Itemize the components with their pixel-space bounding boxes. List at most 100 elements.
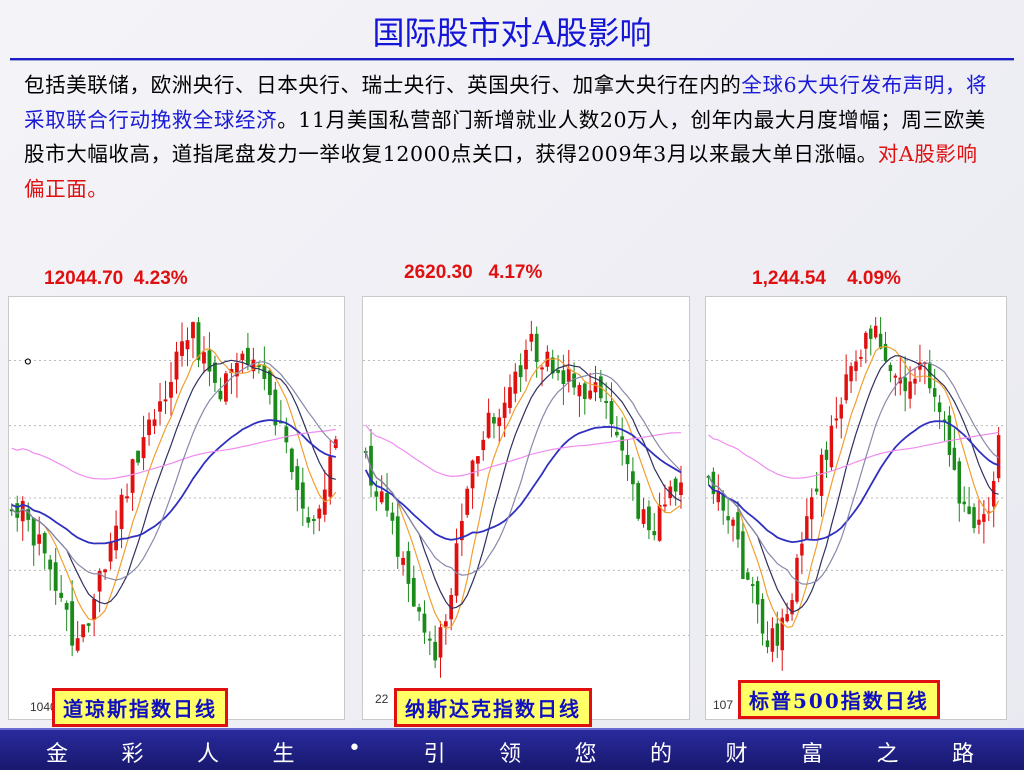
candle-body bbox=[401, 557, 405, 565]
footer-char: 生 bbox=[272, 742, 295, 767]
candle-body bbox=[893, 375, 898, 378]
candle-body bbox=[37, 534, 42, 544]
candle-body bbox=[92, 599, 97, 621]
candle-body bbox=[663, 504, 667, 507]
candle-body bbox=[513, 371, 518, 394]
footer-char: 财 bbox=[725, 742, 748, 767]
sp500-chart-label: 标普500指数日线 bbox=[738, 680, 940, 719]
candle-body bbox=[278, 421, 283, 424]
moving-average-line bbox=[365, 364, 682, 610]
paragraph-highlight-red: 对A股影响偏正面。 bbox=[24, 142, 978, 201]
moving-average-line bbox=[11, 347, 337, 621]
candle-body bbox=[9, 509, 14, 512]
candle-body bbox=[716, 490, 721, 503]
candle-body bbox=[795, 557, 799, 602]
moving-average-line bbox=[11, 361, 337, 581]
candle-body bbox=[306, 517, 311, 523]
candle-body bbox=[641, 509, 646, 524]
footer-char: 富 bbox=[801, 742, 824, 767]
candle-body bbox=[15, 503, 20, 518]
candle-body bbox=[385, 493, 389, 511]
candle-body bbox=[859, 356, 863, 359]
slide-title: 国际股市对A股影响 bbox=[372, 14, 652, 52]
body-paragraph: 包括美联储，欧洲央行、日本央行、瑞士央行、英国央行、加拿大央行在内的全球6大央行… bbox=[24, 68, 994, 206]
candle-body bbox=[814, 488, 819, 492]
candle-body bbox=[673, 478, 678, 492]
candle-body bbox=[952, 447, 957, 470]
candle-body bbox=[417, 607, 421, 612]
candle-body bbox=[333, 439, 338, 449]
candle-body bbox=[130, 459, 135, 493]
candle-body bbox=[108, 541, 113, 562]
candle-body bbox=[234, 362, 239, 377]
moving-average-line bbox=[364, 425, 682, 541]
footer-banner: 金 彩 人 生 • 引 领 您 的 财 富 之 路 bbox=[0, 728, 1024, 770]
candle-body bbox=[721, 493, 725, 511]
candle-body bbox=[556, 370, 560, 373]
candle-body bbox=[136, 450, 140, 463]
candle-body bbox=[625, 454, 630, 465]
candle-body bbox=[114, 525, 119, 551]
candle-body bbox=[869, 328, 873, 339]
candle-body bbox=[31, 517, 36, 546]
candle-body bbox=[844, 374, 848, 401]
candle-body bbox=[849, 366, 853, 382]
candle-body bbox=[300, 482, 305, 509]
candle-body bbox=[191, 322, 195, 339]
sp500-axis-tick: 107 bbox=[713, 698, 734, 712]
candle-body bbox=[224, 373, 228, 402]
candle-body bbox=[819, 454, 824, 496]
moving-average-line bbox=[11, 419, 336, 545]
candle-body bbox=[834, 418, 839, 421]
candle-body bbox=[240, 353, 245, 361]
candle-body bbox=[103, 569, 108, 573]
candle-body bbox=[588, 390, 593, 399]
candle-body bbox=[534, 333, 539, 362]
candle-body bbox=[679, 482, 683, 496]
dow-chart-label: 道琼斯指数日线 bbox=[52, 688, 228, 727]
candle-body bbox=[805, 516, 809, 540]
dow-chart-panel bbox=[8, 296, 345, 720]
candle-body bbox=[780, 617, 784, 651]
candle-body bbox=[449, 595, 454, 620]
candle-body bbox=[770, 628, 775, 652]
candle-body bbox=[273, 389, 278, 426]
candle-body bbox=[406, 551, 411, 584]
candle-body bbox=[932, 388, 937, 397]
candle-body bbox=[284, 426, 289, 443]
candle-body bbox=[873, 325, 878, 338]
candle-body bbox=[529, 333, 534, 342]
candle-body bbox=[180, 341, 184, 356]
candle-body bbox=[502, 402, 507, 418]
footer-char: 领 bbox=[499, 742, 522, 767]
title-divider bbox=[10, 58, 1014, 61]
candle-body bbox=[20, 500, 25, 522]
moving-average-line bbox=[365, 358, 682, 630]
candle-body bbox=[476, 456, 480, 464]
candle-body bbox=[947, 415, 952, 455]
candle-body bbox=[967, 506, 971, 514]
candle-body bbox=[119, 494, 124, 530]
candle-body bbox=[86, 623, 91, 626]
candle-body bbox=[125, 496, 129, 499]
candle-body bbox=[854, 361, 858, 372]
candle-body bbox=[790, 600, 794, 615]
candle-body bbox=[251, 359, 256, 372]
dow-candlestick-chart bbox=[9, 317, 344, 657]
sp500-candlestick-chart bbox=[706, 317, 1006, 671]
candle-body bbox=[245, 347, 250, 365]
moving-average-line bbox=[11, 428, 336, 480]
candle-body bbox=[42, 532, 47, 554]
candle-body bbox=[572, 373, 576, 388]
candle-body bbox=[379, 491, 384, 503]
candle-body bbox=[775, 623, 780, 646]
candle-body bbox=[64, 603, 69, 610]
candle-body bbox=[785, 614, 789, 622]
candle-body bbox=[169, 381, 173, 398]
candle-body bbox=[411, 578, 416, 607]
nasdaq-chart-panel bbox=[362, 296, 690, 720]
moving-average-line bbox=[707, 362, 999, 585]
candle-body bbox=[147, 419, 151, 436]
candle-body bbox=[942, 419, 947, 422]
candle-body bbox=[962, 501, 966, 505]
